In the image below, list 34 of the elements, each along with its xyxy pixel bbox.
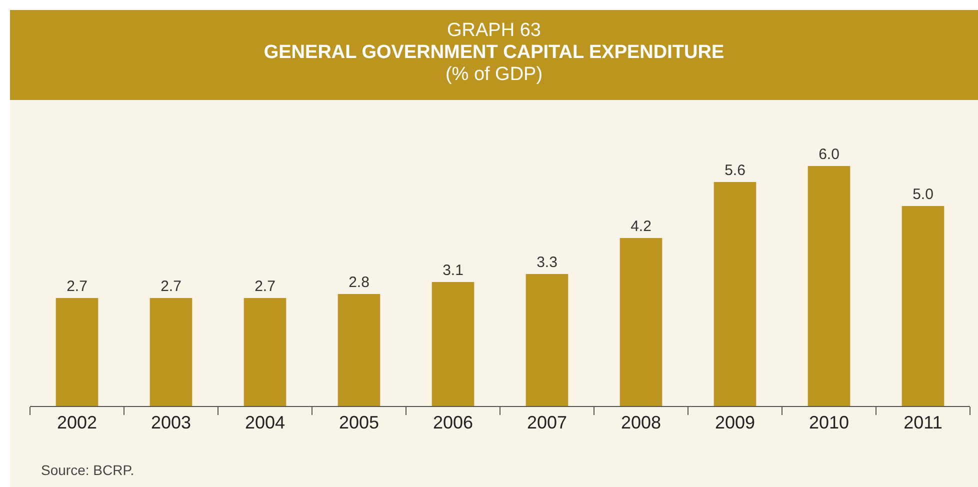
x-tick-label: 2004 xyxy=(244,412,286,433)
data-label: 3.3 xyxy=(536,254,558,271)
x-tick-label: 2002 xyxy=(56,412,98,433)
data-label: 2.7 xyxy=(160,278,182,295)
data-label: 5.0 xyxy=(912,186,934,203)
x-tick-label: 2003 xyxy=(150,412,192,433)
caption: GRAPH 63 xyxy=(446,20,542,42)
x-tick-label: 2005 xyxy=(338,412,380,433)
data-label: 6.0 xyxy=(818,146,840,163)
x-tick-label: 2011 xyxy=(904,412,942,433)
bar xyxy=(714,182,756,406)
x-tick-label: 2009 xyxy=(714,412,756,433)
chart-title: GENERAL GOVERNMENT CAPITAL EXPENDITURE xyxy=(262,42,726,64)
data-label: 4.2 xyxy=(630,218,652,235)
bar xyxy=(338,294,380,406)
data-label: 2.7 xyxy=(66,278,88,295)
x-tick-label: 2008 xyxy=(620,412,662,433)
source-note: Source: BCRP. xyxy=(41,462,134,478)
data-label: 5.6 xyxy=(724,162,746,179)
bar xyxy=(432,282,474,406)
x-tick-label: 2006 xyxy=(432,412,474,433)
bar xyxy=(150,298,192,406)
bar xyxy=(620,238,662,406)
x-tick-label: 2010 xyxy=(808,412,850,433)
data-label: 3.1 xyxy=(442,262,464,279)
data-label: 2.7 xyxy=(254,278,276,295)
bar xyxy=(56,298,98,406)
data-label: 2.8 xyxy=(348,274,370,291)
x-tick-label: 2007 xyxy=(526,412,568,433)
bar xyxy=(244,298,286,406)
bar xyxy=(526,274,568,406)
bar xyxy=(902,206,944,406)
bar xyxy=(808,166,850,406)
chart-subtitle: (% of GDP) xyxy=(444,64,544,86)
